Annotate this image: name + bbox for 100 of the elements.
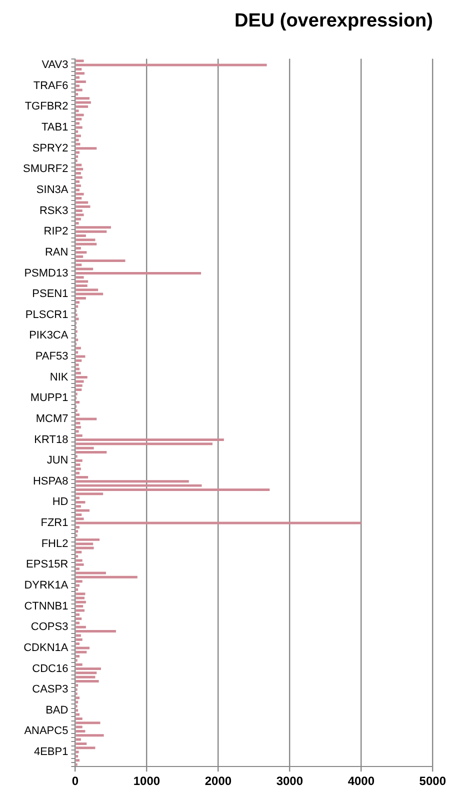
- bar: [76, 80, 86, 83]
- bar: [76, 72, 85, 75]
- bar: [76, 164, 82, 166]
- bar: [76, 609, 85, 612]
- bar: [76, 451, 107, 454]
- bar: [76, 426, 81, 429]
- bar: [76, 605, 84, 608]
- bar: [76, 750, 79, 754]
- bar: [76, 418, 97, 420]
- y-tick-label: HSPA8: [32, 475, 68, 488]
- bar: [76, 272, 202, 274]
- bar: [76, 676, 96, 678]
- bar: [76, 242, 97, 246]
- x-tick-label: 3000: [276, 774, 304, 788]
- bar: [76, 388, 82, 392]
- bar: [76, 368, 80, 370]
- bar: [76, 172, 81, 175]
- bar: [76, 500, 86, 504]
- bar: [76, 180, 80, 183]
- bar: [76, 713, 80, 716]
- bar: [76, 638, 82, 641]
- bar: [76, 380, 84, 383]
- bar: [76, 205, 90, 208]
- y-tick-label: CDC16: [32, 662, 68, 675]
- bar: [76, 680, 99, 682]
- bar: [76, 218, 81, 220]
- bar: [76, 384, 82, 387]
- bar: [76, 64, 267, 66]
- bar: [76, 746, 96, 750]
- x-tick-label: 1000: [133, 774, 160, 788]
- bar: [76, 201, 88, 204]
- bar: [76, 613, 80, 616]
- bar: [76, 726, 82, 728]
- bar: [76, 401, 80, 404]
- bar: [76, 630, 116, 633]
- bar: [76, 468, 81, 470]
- y-tick-label: CASP3: [32, 684, 68, 696]
- y-tick-label: CTNNB1: [24, 600, 68, 612]
- bar: [76, 505, 81, 508]
- bar: [76, 126, 82, 129]
- bar: [76, 459, 82, 462]
- x-tick-label: 5000: [419, 774, 446, 788]
- bar: [76, 488, 270, 491]
- bar: [76, 259, 126, 262]
- bar: [76, 563, 84, 566]
- bar: [76, 114, 84, 116]
- bar: [76, 650, 87, 654]
- chart-title: DEU (overexpression): [234, 10, 433, 32]
- x-tick-label: 2000: [204, 774, 232, 788]
- bar: [76, 280, 88, 283]
- bar: [76, 214, 84, 216]
- y-tick-label: KRT18: [34, 434, 68, 446]
- y-tick-label: MCM7: [36, 412, 68, 425]
- bar: [76, 88, 82, 92]
- bar: [76, 134, 81, 138]
- bar: [76, 696, 80, 700]
- bar: [76, 376, 88, 379]
- y-tick-label: PSMD13: [24, 267, 68, 280]
- bar: [76, 147, 97, 150]
- y-tick-label: EPS15R: [26, 558, 68, 571]
- bar: [76, 646, 90, 650]
- y-tick-label: VAV3: [42, 59, 68, 72]
- y-tick-label: FHL2: [41, 538, 68, 550]
- bar: [76, 359, 82, 362]
- y-tick-label: SMURF2: [22, 163, 68, 176]
- bar: [76, 238, 96, 242]
- x-tick-label: 0: [72, 774, 79, 788]
- bar: [76, 668, 101, 670]
- bar: [76, 572, 106, 574]
- bar: [76, 176, 82, 179]
- y-tick-label: HD: [52, 496, 68, 508]
- bar: [76, 438, 224, 442]
- bar: [76, 546, 94, 550]
- bar: [76, 346, 81, 350]
- y-tick-label: MUPP1: [30, 392, 68, 404]
- bar: [76, 138, 79, 142]
- bar: [76, 559, 82, 562]
- y-tick-label: SPRY2: [32, 142, 68, 154]
- bar: [76, 105, 88, 108]
- y-tick-label: RIP2: [44, 226, 68, 238]
- bar: [76, 509, 90, 512]
- bar: [76, 622, 80, 624]
- y-tick-label: COPS3: [30, 621, 68, 634]
- y-tick-label: RSK3: [39, 204, 68, 217]
- bar: [76, 60, 84, 62]
- y-tick-label: DYRK1A: [24, 580, 69, 592]
- y-tick-label: TAB1: [42, 122, 68, 134]
- bar: [76, 184, 81, 188]
- y-tick-label: FZR1: [40, 517, 68, 530]
- bar: [76, 168, 84, 170]
- y-tick-label: PIK3CA: [29, 330, 69, 342]
- bar: [76, 230, 107, 233]
- bar: [76, 292, 104, 296]
- bar: [76, 430, 79, 433]
- bar: [76, 97, 90, 100]
- bar: [76, 600, 86, 604]
- bar: [76, 596, 85, 600]
- bar: [76, 672, 97, 674]
- x-tick-label: 4000: [348, 774, 375, 788]
- y-tick-label: JUN: [46, 454, 68, 467]
